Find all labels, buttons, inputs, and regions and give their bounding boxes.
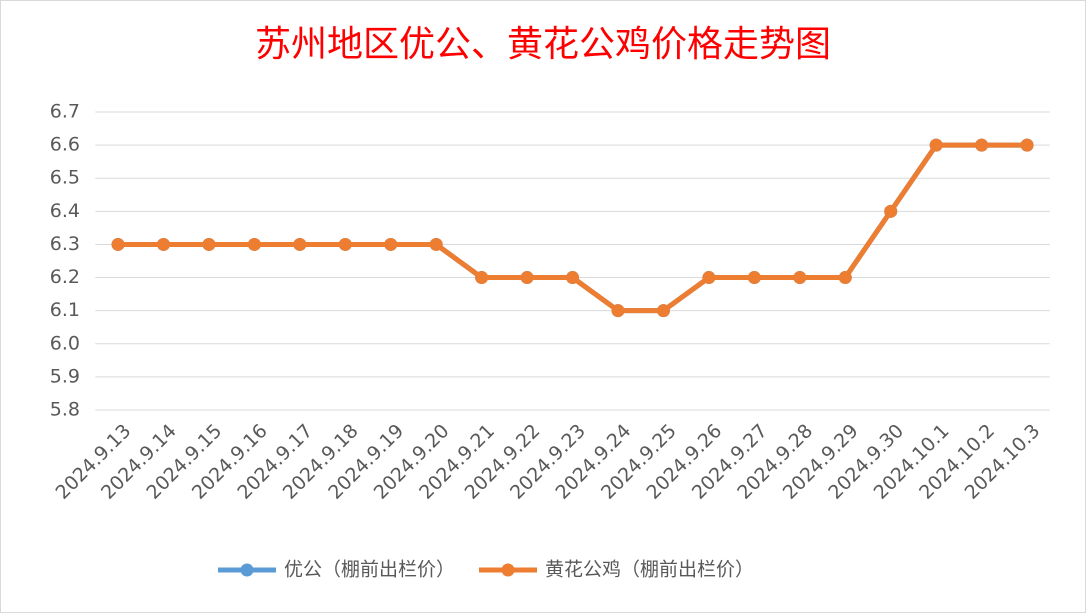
point [929,138,943,152]
point [793,271,807,285]
y-tick-label: 6.3 [50,233,80,255]
legend-marker [240,563,254,577]
y-tick-label: 6.4 [50,200,80,222]
point [156,237,170,251]
point [656,304,670,318]
point [429,237,443,251]
point [702,271,716,285]
y-tick-label: 6.2 [50,266,80,288]
legend-marker [501,563,515,577]
y-tick-label: 6.6 [50,134,80,156]
legend-label: 优公（棚前出栏价） [284,559,455,581]
point [475,271,489,285]
legend-label: 黄花公鸡（棚前出栏价） [545,559,754,581]
point [838,271,852,285]
point [884,204,898,218]
point [247,237,261,251]
point [566,271,580,285]
y-tick-label: 6.7 [50,101,80,123]
chart-title: 苏州地区优公、黄花公鸡价格走势图 [255,24,831,65]
point [520,271,534,285]
point [338,237,352,251]
y-tick-label: 6.5 [50,167,80,189]
point [611,304,625,318]
point [384,237,398,251]
point [293,237,307,251]
y-tick-label: 6.0 [50,332,80,354]
point [202,237,216,251]
y-tick-label: 5.8 [50,399,80,421]
point [747,271,761,285]
point [111,237,125,251]
point [975,138,989,152]
point [1020,138,1034,152]
y-tick-label: 5.9 [50,365,80,387]
y-tick-label: 6.1 [50,299,80,321]
